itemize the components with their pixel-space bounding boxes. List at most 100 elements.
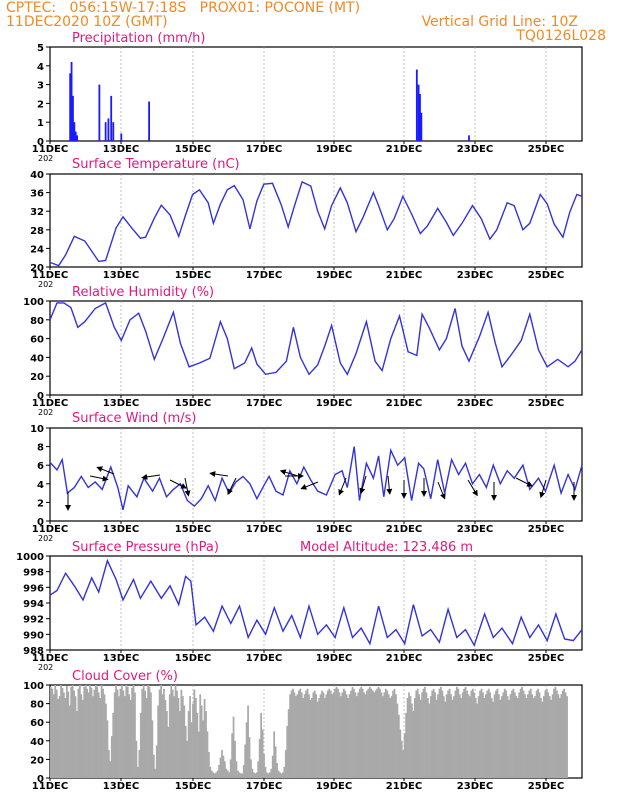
- cloud-bar: [393, 688, 396, 778]
- cloud-bar: [350, 690, 352, 778]
- cloud-bar: [183, 705, 186, 778]
- cloud-bar: [453, 696, 455, 778]
- cloud-bar: [344, 690, 347, 778]
- cloud-bar: [186, 740, 189, 778]
- cloud-bar: [268, 772, 271, 778]
- cloud-bar: [495, 690, 497, 778]
- panel-title: Precipitation (mm/h): [72, 31, 205, 46]
- x-tick-label: 21DEC: [386, 524, 422, 535]
- cloud-bar: [52, 694, 55, 778]
- cloud-bar: [157, 705, 160, 778]
- precip-bar: [120, 133, 123, 141]
- y-tick-label: 32: [30, 207, 44, 218]
- x-year-stub: 202: [38, 154, 53, 163]
- cloud-bar: [474, 698, 477, 778]
- x-tick-label: 25DEC: [528, 270, 564, 281]
- cloud-bar: [257, 761, 260, 778]
- cloud-bar: [389, 698, 392, 778]
- cloud-bar: [164, 699, 167, 778]
- wind-arrow: [169, 479, 187, 489]
- cloud-bar: [363, 692, 365, 778]
- cloud-bar: [235, 761, 238, 778]
- panel-title: Cloud Cover (%): [72, 669, 178, 684]
- y-tick-label: 20: [30, 372, 44, 383]
- cloud-bar: [511, 690, 513, 778]
- cloud-bar: [171, 689, 174, 778]
- panel-subtitle: Model Altitude: 123.486 m: [300, 540, 473, 555]
- x-tick-label: 11DEC: [32, 270, 68, 281]
- cloud-bar: [480, 688, 483, 778]
- cloud-bar: [187, 711, 190, 778]
- panel-frame: [49, 173, 583, 268]
- cloud-bar: [76, 711, 78, 778]
- cloud-bar: [509, 694, 512, 778]
- cloud-bar: [455, 686, 458, 778]
- x-tick-label: 23DEC: [457, 398, 493, 409]
- y-tick-label: 0: [37, 137, 44, 148]
- x-tick-label: 15DEC: [175, 524, 211, 535]
- panel-1: Precipitation (mm/h) 0 1 2 3 4 5 11DEC 13DEC 15DE…: [32, 31, 583, 163]
- cloud-bar: [271, 755, 274, 778]
- cloud-bar: [454, 690, 457, 778]
- cloud-bar: [548, 696, 551, 778]
- cloud-bar: [260, 712, 262, 778]
- cloud-bar: [429, 696, 432, 778]
- x-tick-label: 17DEC: [246, 653, 282, 664]
- y-tick-label: 992: [23, 615, 44, 626]
- cloud-bar: [261, 729, 264, 778]
- cloud-bar: [155, 745, 158, 778]
- cloud-bar: [554, 686, 557, 778]
- cloud-bar: [448, 688, 451, 778]
- x-tick-label: 21DEC: [386, 398, 422, 409]
- x-tick-label: 17DEC: [246, 270, 282, 281]
- cloud-bar: [293, 692, 296, 778]
- precip-bar: [73, 122, 76, 141]
- cloud-bar: [197, 731, 200, 778]
- cloud-bar: [103, 694, 106, 778]
- y-tick-label: 3: [37, 81, 44, 92]
- y-tick-label: 1000: [16, 552, 44, 563]
- cloud-bar: [351, 686, 354, 778]
- x-tick-label: 17DEC: [246, 144, 282, 155]
- cloud-bar: [77, 688, 80, 778]
- cloud-bar: [358, 688, 361, 778]
- cloud-bar: [64, 698, 67, 778]
- cloud-bar: [258, 738, 261, 778]
- cloud-bar: [460, 698, 463, 778]
- cloud-bar: [57, 698, 59, 778]
- cloud-bar: [512, 688, 515, 778]
- precip-bar: [69, 73, 72, 141]
- cloud-bar: [390, 696, 393, 778]
- cloud-bar: [212, 772, 215, 778]
- cloud-bar: [248, 737, 251, 778]
- cloud-bar: [487, 688, 490, 778]
- cloud-bar: [383, 692, 386, 778]
- y-tick-label: 100: [23, 297, 44, 308]
- cloud-bar: [316, 701, 319, 778]
- cloud-bar: [408, 692, 410, 778]
- cloud-bar: [421, 692, 423, 778]
- cloud-bar: [267, 773, 270, 778]
- cloud-bar: [70, 686, 73, 778]
- x-tick-label: 15DEC: [175, 653, 211, 664]
- cloud-bar: [161, 694, 164, 778]
- cloud-bar: [547, 692, 550, 778]
- cloud-bar: [308, 694, 310, 778]
- cloud-bar: [368, 686, 371, 778]
- cloud-bar: [165, 711, 168, 778]
- cloud-bar: [177, 698, 180, 778]
- cloud-bar: [505, 690, 508, 778]
- cloud-bar: [329, 690, 332, 778]
- cloud-bar: [437, 694, 439, 778]
- cloud-bar: [318, 698, 320, 778]
- cloud-bar: [279, 772, 281, 778]
- y-tick-label: 2: [37, 498, 44, 509]
- x-tick-label: 17DEC: [246, 398, 282, 409]
- cloud-bar: [364, 694, 367, 778]
- cloud-bar: [231, 733, 233, 778]
- x-year-stub: 202: [38, 408, 53, 417]
- cloud-bar: [338, 692, 341, 778]
- cloud-bar: [65, 685, 68, 778]
- y-tick-label: 4: [37, 62, 44, 73]
- x-tick-label: 23DEC: [457, 144, 493, 155]
